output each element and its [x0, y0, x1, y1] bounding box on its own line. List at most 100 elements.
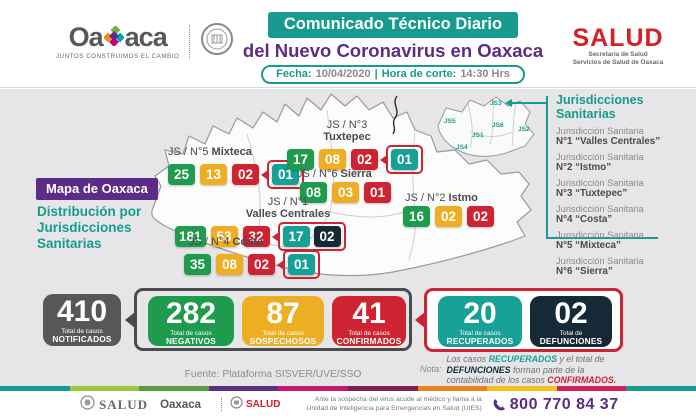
jurisdiction-code: JS / N°1	[267, 196, 309, 208]
stat-value: 20	[463, 297, 497, 330]
fecha-value: 10/04/2020	[315, 68, 371, 80]
nota-line1: Los casos RECUPERADOS y el total de	[446, 354, 605, 364]
sidebar-title: Jurisdicciones Sanitarias	[556, 93, 692, 121]
jurisdiction-label: JS / N°2 Istmo	[405, 192, 499, 204]
connector-arrowhead	[505, 99, 512, 107]
stat-value: 02	[554, 297, 588, 330]
fecha-label: Fecha:	[276, 68, 312, 80]
stat-negativos: 282 Total de casos NEGATIVOS	[148, 296, 234, 346]
footer-advice-line2: Unidad de Inteligencia para Emergencias …	[306, 404, 482, 412]
map-subtitle-line1: Distribución por	[37, 204, 142, 219]
jurisdiction-name: Sierra	[340, 168, 372, 180]
map-subtitle-line3: Sanitarias	[37, 236, 102, 251]
sidebar-item-js1: Jurisdicción Sanitaria N°1 “Valles Centr…	[556, 126, 692, 147]
footer-logo-oaxaca: Oaxaca	[160, 399, 201, 411]
oaxaca-wordmark-text: Oa aca	[69, 21, 168, 52]
chip-negativos: 35	[184, 254, 211, 275]
oaxaca-x-icon	[102, 24, 125, 51]
chip-row: 08 03 01	[300, 182, 396, 203]
chip-row: 17 08 02 01	[287, 145, 423, 174]
date-pill: Fecha: 10/04/2020 | Hora de corte: 14:30…	[261, 65, 525, 84]
stat-confirmados: 41 Total de casos CONFIRMADOS	[332, 296, 406, 346]
chip-defunciones: 02	[313, 226, 341, 247]
chip-confirmados: 02	[351, 149, 378, 170]
jurisdiction-code: JS / N°4	[189, 236, 230, 248]
map-title-box: Mapa de Oaxaca	[36, 178, 158, 200]
map-subtitle: Distribución por Jurisdicciones Sanitari…	[37, 204, 141, 252]
title-subtitle: del Nuevo Coronavirus en Oaxaca	[242, 40, 544, 61]
logo-divider	[189, 24, 191, 59]
sidebar-title-line1: Jurisdicciones	[556, 93, 644, 107]
oaxaca-government-logo: Oa aca JUNTOS CONSTRUIMOS EL CAMBIO	[56, 22, 234, 61]
chip-row: 35 08 02 01	[184, 250, 320, 279]
nota-block: Nota: Los casos RECUPERADOS y el total d…	[420, 354, 692, 386]
map-subtitle-line2: Jurisdicciones	[37, 220, 132, 235]
chip-confirmados: 02	[232, 164, 259, 185]
stat-sospechosos: 87 Total de casos SOSPECHOSOS	[242, 296, 324, 346]
jurisdiction-code: JS / N°2	[405, 192, 446, 204]
sidebar-item-name: N°1 “Valles Centrales”	[556, 136, 661, 147]
map-jurisdiction-tuxtepec: JS / N°3 Tuxtepec 17 08 02 01	[287, 119, 423, 174]
chip-negativos: 16	[403, 206, 430, 227]
map-jurisdiction-istmo: JS / N°2 Istmo 16 02 02	[403, 192, 499, 227]
footer-advice-text: Ante la sospecha del virus acude al médi…	[306, 396, 481, 413]
jurisdiction-name: Tuxtepec	[323, 131, 371, 143]
nota-line3: contabilidad de los casos CONFIRMADOS.	[446, 375, 617, 385]
highlight-box: 01	[277, 250, 320, 279]
stat-defunciones: 02 Total de DEFUNCIONES	[530, 296, 612, 347]
chip-confirmados: 02	[248, 254, 275, 275]
sidebar-item-js4: Jurisdicción Sanitaria N°4 “Costa”	[556, 204, 692, 225]
chip-confirmados: 32	[242, 226, 270, 247]
stat-recuperados: 20 Total de casos RECUPERADOS	[438, 296, 522, 347]
chip-negativos: 181	[175, 226, 206, 247]
salud-logo: SALUD Secretaría de Salud Servicios de S…	[568, 26, 668, 67]
jurisdiction-label: JS / N°4 Costa	[189, 236, 320, 248]
sidebar-item-type: Jurisdicción Sanitaria	[556, 126, 644, 136]
chip-negativos: 08	[300, 182, 327, 203]
jurisdictions-sidebar: Jurisdicciones Sanitarias Jurisdicción S…	[556, 93, 692, 277]
minimap-label-js3: JS3	[490, 100, 502, 107]
chip-negativos: 17	[287, 149, 314, 170]
minimap-label-js1: JS1	[472, 132, 484, 139]
stat-value: 282	[165, 297, 217, 330]
title-block: Comunicado Técnico Diario del Nuevo Coro…	[232, 12, 554, 84]
jurisdiction-code: JS / N°3	[326, 119, 368, 131]
sidebar-item-name: N°3 “Tuxtepec”	[556, 188, 628, 199]
minimap-label-js5: JS5	[444, 118, 456, 125]
sidebar-item-type: Jurisdicción Sanitaria	[556, 204, 644, 214]
state-seal-icon	[200, 22, 234, 61]
chip-row: 25 13 02 01	[168, 160, 304, 189]
footer-phone: 800 770 84 37	[492, 396, 619, 414]
fuente-text: Fuente: Plataforma SISVER/UVE/SSO	[184, 369, 362, 380]
stat-label2: NOTIFICADOS	[52, 334, 112, 344]
stat-label1: Total de casos	[348, 330, 390, 337]
chip-recuperados: 17	[282, 226, 310, 247]
stat-value: 87	[266, 297, 300, 330]
stat-label1: Total de casos	[61, 328, 103, 335]
jurisdictions-minimap: JS5 JS3 JS1 JS6 JS2 JS4	[428, 92, 546, 174]
jurisdiction-code: JS / N°6	[297, 168, 338, 180]
stat-label2: SOSPECHOSOS	[249, 336, 317, 346]
jurisdiction-name: Costa	[232, 236, 264, 248]
footer-divider	[221, 397, 223, 412]
sidebar-title-line2: Sanitarias	[556, 107, 616, 121]
stat-label2: RECUPERADOS	[446, 336, 514, 346]
hora-label: Hora de corte:	[381, 68, 457, 80]
header: Oa aca JUNTOS CONSTRUIMOS EL CAMBIO	[0, 0, 696, 88]
jurisdiction-name: Mixteca	[211, 146, 252, 158]
jurisdiction-code: JS / N°5	[168, 146, 209, 158]
chip-sospechosos: 02	[435, 206, 462, 227]
chip-row: 16 02 02	[403, 206, 499, 227]
chip-negativos: 25	[168, 164, 195, 185]
connector-line-vertical	[546, 96, 548, 238]
stat-label2: DEFUNCIONES	[539, 336, 603, 346]
sidebar-item-type: Jurisdicción Sanitaria	[556, 178, 644, 188]
stat-value: 410	[56, 295, 108, 328]
connector-notch	[261, 169, 268, 180]
chip-sospechosos: 53	[210, 226, 238, 247]
minimap-shape	[437, 96, 535, 157]
nota-text: Los casos RECUPERADOS y el total de DEFU…	[447, 354, 617, 386]
sidebar-item-js3: Jurisdicción Sanitaria N°3 “Tuxtepec”	[556, 178, 692, 199]
sidebar-item-type: Jurisdicción Sanitaria	[556, 152, 644, 162]
wordmark-right: aca	[124, 21, 168, 52]
